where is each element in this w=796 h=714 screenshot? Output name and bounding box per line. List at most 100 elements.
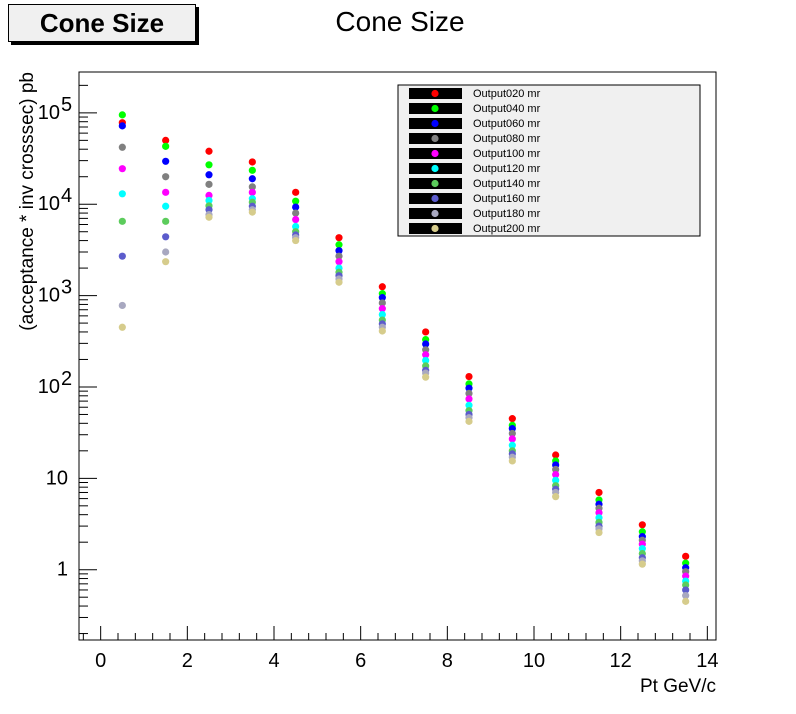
legend-label: Output060 mr xyxy=(473,118,541,130)
data-point xyxy=(205,171,213,179)
y-tick-label: 10 xyxy=(46,467,68,489)
data-point xyxy=(638,521,646,529)
x-tick-label: 6 xyxy=(355,650,366,672)
data-point xyxy=(595,528,603,537)
data-point xyxy=(378,327,386,335)
data-point xyxy=(162,233,170,241)
data-point xyxy=(552,493,560,501)
legend-marker xyxy=(431,194,439,203)
data-point xyxy=(118,143,126,151)
data-point xyxy=(465,384,473,392)
legend-label: Output100 mr xyxy=(473,148,541,160)
legend-marker xyxy=(431,209,439,218)
data-point xyxy=(552,476,560,484)
y-tick-label: 10 xyxy=(38,102,60,124)
legend-label: Output200 mr xyxy=(473,223,541,235)
data-point xyxy=(378,310,386,319)
data-point xyxy=(162,202,170,210)
legend-label: Output160 mr xyxy=(473,193,541,205)
x-axis: 0 2 4 6 8 10 12 14 xyxy=(82,626,718,672)
y-tick-exponent: 3 xyxy=(61,277,72,299)
data-point xyxy=(248,188,256,196)
data-point xyxy=(378,299,386,307)
y-tick-label: 10 xyxy=(38,285,60,307)
x-tick-label: 4 xyxy=(268,650,279,672)
data-point xyxy=(638,560,646,568)
data-point xyxy=(292,188,300,196)
legend-marker xyxy=(431,89,439,98)
data-point xyxy=(162,136,170,144)
data-markers xyxy=(118,111,690,605)
legend-label: Output020 mr xyxy=(473,88,541,100)
legend: Output020 mr Output040 mr Output060 mr Outp… xyxy=(397,84,701,237)
x-tick-label: 14 xyxy=(696,650,718,672)
data-point xyxy=(335,234,343,242)
data-point xyxy=(118,122,126,130)
data-point xyxy=(162,217,170,225)
legend-marker xyxy=(431,164,439,173)
data-point xyxy=(292,215,300,224)
data-point xyxy=(465,389,473,398)
data-point xyxy=(422,373,430,381)
data-point xyxy=(638,545,646,553)
data-point xyxy=(292,203,300,211)
legend-marker xyxy=(431,149,439,158)
data-point xyxy=(508,435,516,443)
data-point xyxy=(682,586,690,594)
legend-label: Output140 mr xyxy=(473,178,541,190)
x-axis-title: Pt GeV/c xyxy=(640,676,716,697)
x-tick-label: 8 xyxy=(442,650,453,672)
data-point xyxy=(682,592,690,600)
data-point xyxy=(335,278,343,286)
data-point xyxy=(552,451,560,459)
data-point xyxy=(335,247,343,255)
legend-marker xyxy=(431,119,439,128)
x-tick-label: 0 xyxy=(95,650,106,672)
data-point xyxy=(465,372,473,381)
y-tick-label: 10 xyxy=(38,193,60,215)
data-point xyxy=(682,581,690,589)
data-point xyxy=(205,196,213,205)
data-point xyxy=(118,217,126,225)
data-point xyxy=(335,258,343,266)
data-point xyxy=(162,248,170,256)
title-box-label: Cone Size xyxy=(39,7,165,38)
data-point xyxy=(552,465,560,474)
data-point xyxy=(162,157,170,165)
data-point xyxy=(465,417,473,425)
data-point xyxy=(422,356,430,365)
y-axis-title: (acceptance * inv crosssec) pb xyxy=(17,72,38,331)
data-point xyxy=(248,158,256,166)
data-point xyxy=(595,488,603,497)
chart-title: Cone Size xyxy=(335,6,465,37)
data-point xyxy=(465,395,473,403)
data-point xyxy=(422,351,430,359)
data-point xyxy=(682,552,690,560)
legend-label: Output080 mr xyxy=(473,133,541,145)
title-box[interactable]: Cone Size xyxy=(8,4,196,42)
legend-marker xyxy=(431,179,439,188)
data-point xyxy=(682,597,690,605)
legend-marker xyxy=(431,224,439,233)
legend-label: Output040 mr xyxy=(473,103,541,115)
data-point xyxy=(205,147,213,155)
data-point xyxy=(508,429,516,438)
data-point xyxy=(118,165,126,173)
data-point xyxy=(118,301,126,310)
data-point xyxy=(595,509,603,517)
data-point xyxy=(162,142,170,150)
data-point xyxy=(248,166,256,174)
data-point xyxy=(205,161,213,169)
data-point xyxy=(292,197,300,205)
data-point xyxy=(118,252,126,260)
x-tick-label: 12 xyxy=(610,650,632,672)
data-point xyxy=(292,222,300,231)
data-point xyxy=(552,470,560,479)
data-point xyxy=(508,457,516,465)
data-point xyxy=(508,441,516,449)
data-point xyxy=(335,241,343,249)
data-point xyxy=(465,401,473,409)
y-tick-exponent: 5 xyxy=(61,94,72,116)
